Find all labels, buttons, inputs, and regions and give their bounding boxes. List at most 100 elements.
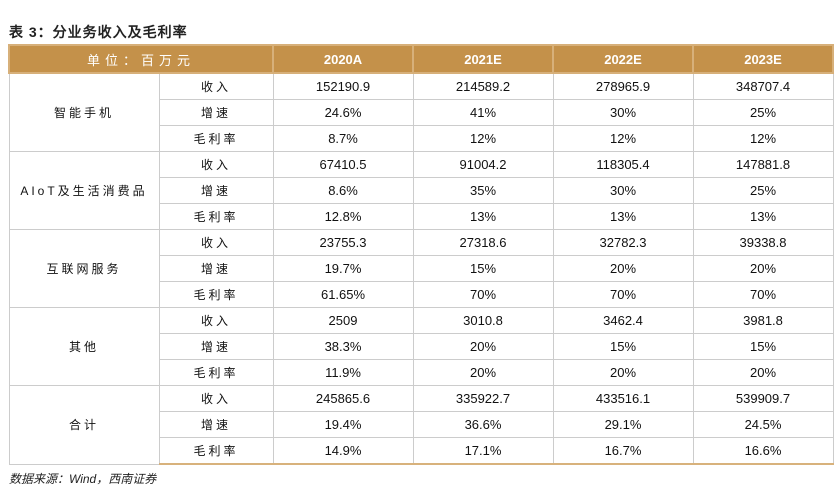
metric-cell: 收入 [158,72,274,100]
value-cell: 24.5% [692,411,834,438]
value-cell: 38.3% [272,333,414,360]
value-cell: 3981.8 [692,307,834,334]
value-cell: 61.65% [272,281,414,308]
table-row: 增速 8.6% 35% 30% 25% [9,177,834,204]
value-cell: 12% [412,125,554,152]
value-cell: 348707.4 [692,72,834,100]
value-cell: 13% [692,203,834,230]
revenue-table: 单位：百万元 2020A 2021E 2022E 2023E 智能手机 收入 152… [7,44,835,465]
metric-cell: 增速 [158,255,274,282]
value-cell: 8.6% [272,177,414,204]
value-cell: 25% [692,177,834,204]
value-cell: 20% [552,255,694,282]
value-cell: 70% [552,281,694,308]
value-cell: 14.9% [272,437,414,465]
table-row: 增速 19.4% 36.6% 29.1% 24.5% [9,411,834,438]
table-row: 增速 24.6% 41% 30% 25% [9,99,834,126]
category-cell: AIoT及生活消费品 [8,151,160,230]
metric-cell: 收入 [158,385,274,412]
value-cell: 15% [552,333,694,360]
table-row: 合计 收入 245865.6 335922.7 433516.1 539909.7 [8,385,834,465]
table-row: 毛利率 14.9% 17.1% 16.7% 16.6% [9,437,834,465]
value-cell: 13% [552,203,694,230]
value-cell: 12.8% [272,203,414,230]
table-title: 表 3：分业务收入及毛利率 [9,24,188,40]
value-cell: 19.4% [272,411,414,438]
value-cell: 20% [412,333,554,360]
table-row: AIoT及生活消费品 收入 67410.5 91004.2 118305.4 147881… [8,151,834,230]
value-cell: 70% [692,281,834,308]
metric-cell: 增速 [158,99,274,126]
unit-header: 单位：百万元 [7,44,275,74]
value-cell: 70% [412,281,554,308]
metric-cell: 收入 [158,307,274,334]
value-cell: 20% [692,255,834,282]
table-row: 互联网服务 收入 23755.3 27318.6 32782.3 39338.8 [8,229,834,308]
header-row: 单位：百万元 2020A 2021E 2022E 2023E [7,44,835,74]
value-cell: 19.7% [272,255,414,282]
value-cell: 32782.3 [552,229,694,256]
value-cell: 35% [412,177,554,204]
category-cell: 互联网服务 [8,229,160,308]
table-row: 智能手机 收入 152190.9 214589.2 278965.9 348707.4 [8,72,834,152]
value-cell: 147881.8 [692,151,834,178]
metric-cell: 毛利率 [158,125,274,152]
value-cell: 20% [412,359,554,386]
value-cell: 67410.5 [272,151,414,178]
table-row: 增速 19.7% 15% 20% 20% [9,255,834,282]
metric-cell: 收入 [158,151,274,178]
year-header: 2023E [692,44,835,74]
value-cell: 91004.2 [412,151,554,178]
value-cell: 30% [552,99,694,126]
value-cell: 20% [552,359,694,386]
value-cell: 25% [692,99,834,126]
value-cell: 3462.4 [552,307,694,334]
value-cell: 15% [692,333,834,360]
table-row: 其他 收入 2509 3010.8 3462.4 3981.8 [8,307,834,386]
category-cell: 其他 [8,307,160,386]
value-cell: 20% [692,359,834,386]
value-cell: 29.1% [552,411,694,438]
value-cell: 17.1% [412,437,554,465]
metric-cell: 毛利率 [158,203,274,230]
metric-cell: 增速 [158,411,274,438]
metric-cell: 毛利率 [158,359,274,386]
year-header: 2021E [412,44,555,74]
metric-cell: 毛利率 [158,281,274,308]
value-cell: 16.7% [552,437,694,465]
value-cell: 36.6% [412,411,554,438]
metric-cell: 增速 [158,177,274,204]
value-cell: 13% [412,203,554,230]
value-cell: 8.7% [272,125,414,152]
value-cell: 30% [552,177,694,204]
value-cell: 335922.7 [412,385,554,412]
value-cell: 11.9% [272,359,414,386]
value-cell: 27318.6 [412,229,554,256]
category-cell: 智能手机 [8,72,160,152]
metric-cell: 增速 [158,333,274,360]
table-row: 毛利率 61.65% 70% 70% 70% [9,281,834,308]
metric-cell: 收入 [158,229,274,256]
value-cell: 12% [692,125,834,152]
value-cell: 39338.8 [692,229,834,256]
year-header: 2022E [552,44,695,74]
value-cell: 245865.6 [272,385,414,412]
year-header: 2020A [272,44,415,74]
category-cell: 合计 [8,385,160,465]
value-cell: 15% [412,255,554,282]
data-source: 数据来源：Wind，西南证券 [9,472,157,486]
value-cell: 23755.3 [272,229,414,256]
value-cell: 2509 [272,307,414,334]
value-cell: 539909.7 [692,385,834,412]
value-cell: 16.6% [692,437,834,465]
value-cell: 118305.4 [552,151,694,178]
table-row: 毛利率 8.7% 12% 12% 12% [9,125,834,152]
value-cell: 3010.8 [412,307,554,334]
value-cell: 433516.1 [552,385,694,412]
value-cell: 214589.2 [412,72,554,100]
metric-cell: 毛利率 [158,437,274,465]
value-cell: 24.6% [272,99,414,126]
value-cell: 278965.9 [552,72,694,100]
value-cell: 41% [412,99,554,126]
value-cell: 152190.9 [272,72,414,100]
